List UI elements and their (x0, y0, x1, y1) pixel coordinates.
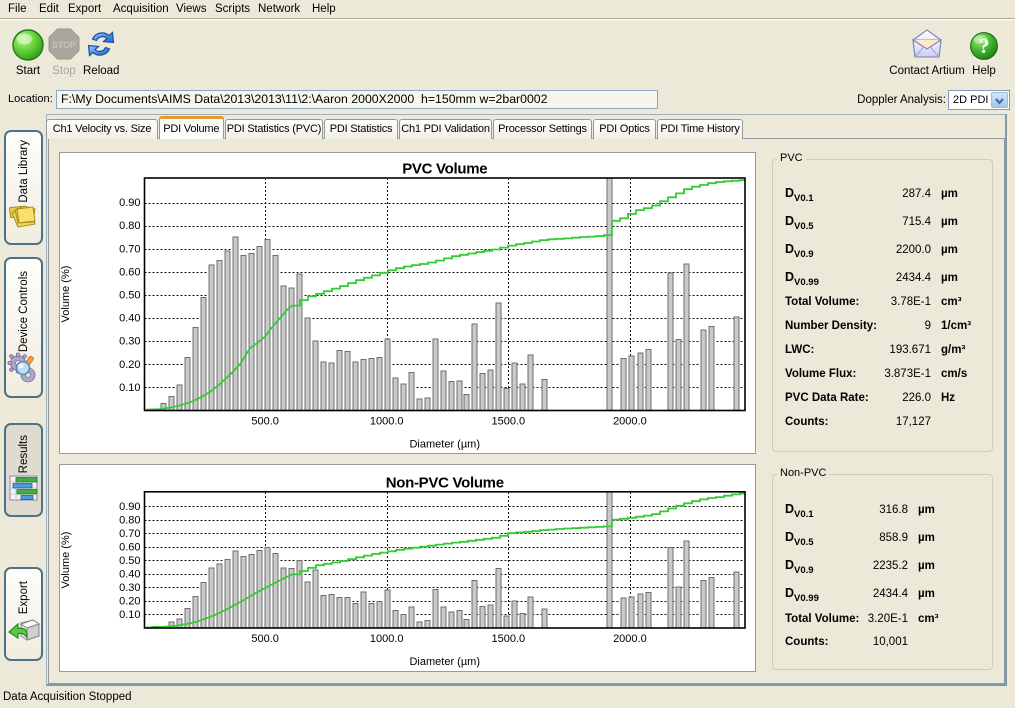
svg-text:PVC Volume: PVC Volume (402, 161, 487, 178)
svg-text:2000.0: 2000.0 (613, 416, 647, 428)
svg-text:0.30: 0.30 (119, 582, 140, 594)
svg-text:500.0: 500.0 (251, 633, 279, 645)
svg-text:0.20: 0.20 (119, 596, 140, 608)
svg-text:2000.0: 2000.0 (613, 633, 647, 645)
svg-text:0.20: 0.20 (119, 359, 140, 371)
svg-text:0.70: 0.70 (119, 243, 140, 255)
svg-text:Volume (%): Volume (%) (60, 532, 72, 589)
svg-text:0.40: 0.40 (119, 313, 140, 325)
svg-text:Volume (%): Volume (%) (60, 266, 72, 323)
svg-text:STOP: STOP (52, 40, 76, 50)
svg-text:0.50: 0.50 (119, 290, 140, 302)
svg-text:1500.0: 1500.0 (491, 633, 525, 645)
svg-text:0.70: 0.70 (119, 528, 140, 540)
svg-text:0.90: 0.90 (119, 501, 140, 513)
svg-text:0.30: 0.30 (119, 336, 140, 348)
svg-text:0.10: 0.10 (119, 609, 140, 621)
svg-text:1000.0: 1000.0 (370, 416, 404, 428)
svg-text:0.40: 0.40 (119, 568, 140, 580)
svg-text:0.60: 0.60 (119, 266, 140, 278)
svg-text:Non-PVC Volume: Non-PVC Volume (386, 474, 504, 491)
svg-text:0.80: 0.80 (119, 514, 140, 526)
svg-text:Diameter (µm): Diameter (µm) (409, 439, 480, 451)
svg-text:Diameter (µm): Diameter (µm) (409, 656, 480, 668)
svg-text:0.80: 0.80 (119, 220, 140, 232)
svg-text:0.50: 0.50 (119, 555, 140, 567)
svg-text:1000.0: 1000.0 (370, 633, 404, 645)
svg-text:0.10: 0.10 (119, 382, 140, 394)
svg-text:0.60: 0.60 (119, 541, 140, 553)
svg-text:500.0: 500.0 (251, 416, 279, 428)
svg-text:0.90: 0.90 (119, 197, 140, 209)
svg-text:?: ? (979, 34, 990, 58)
svg-text:1500.0: 1500.0 (491, 416, 525, 428)
